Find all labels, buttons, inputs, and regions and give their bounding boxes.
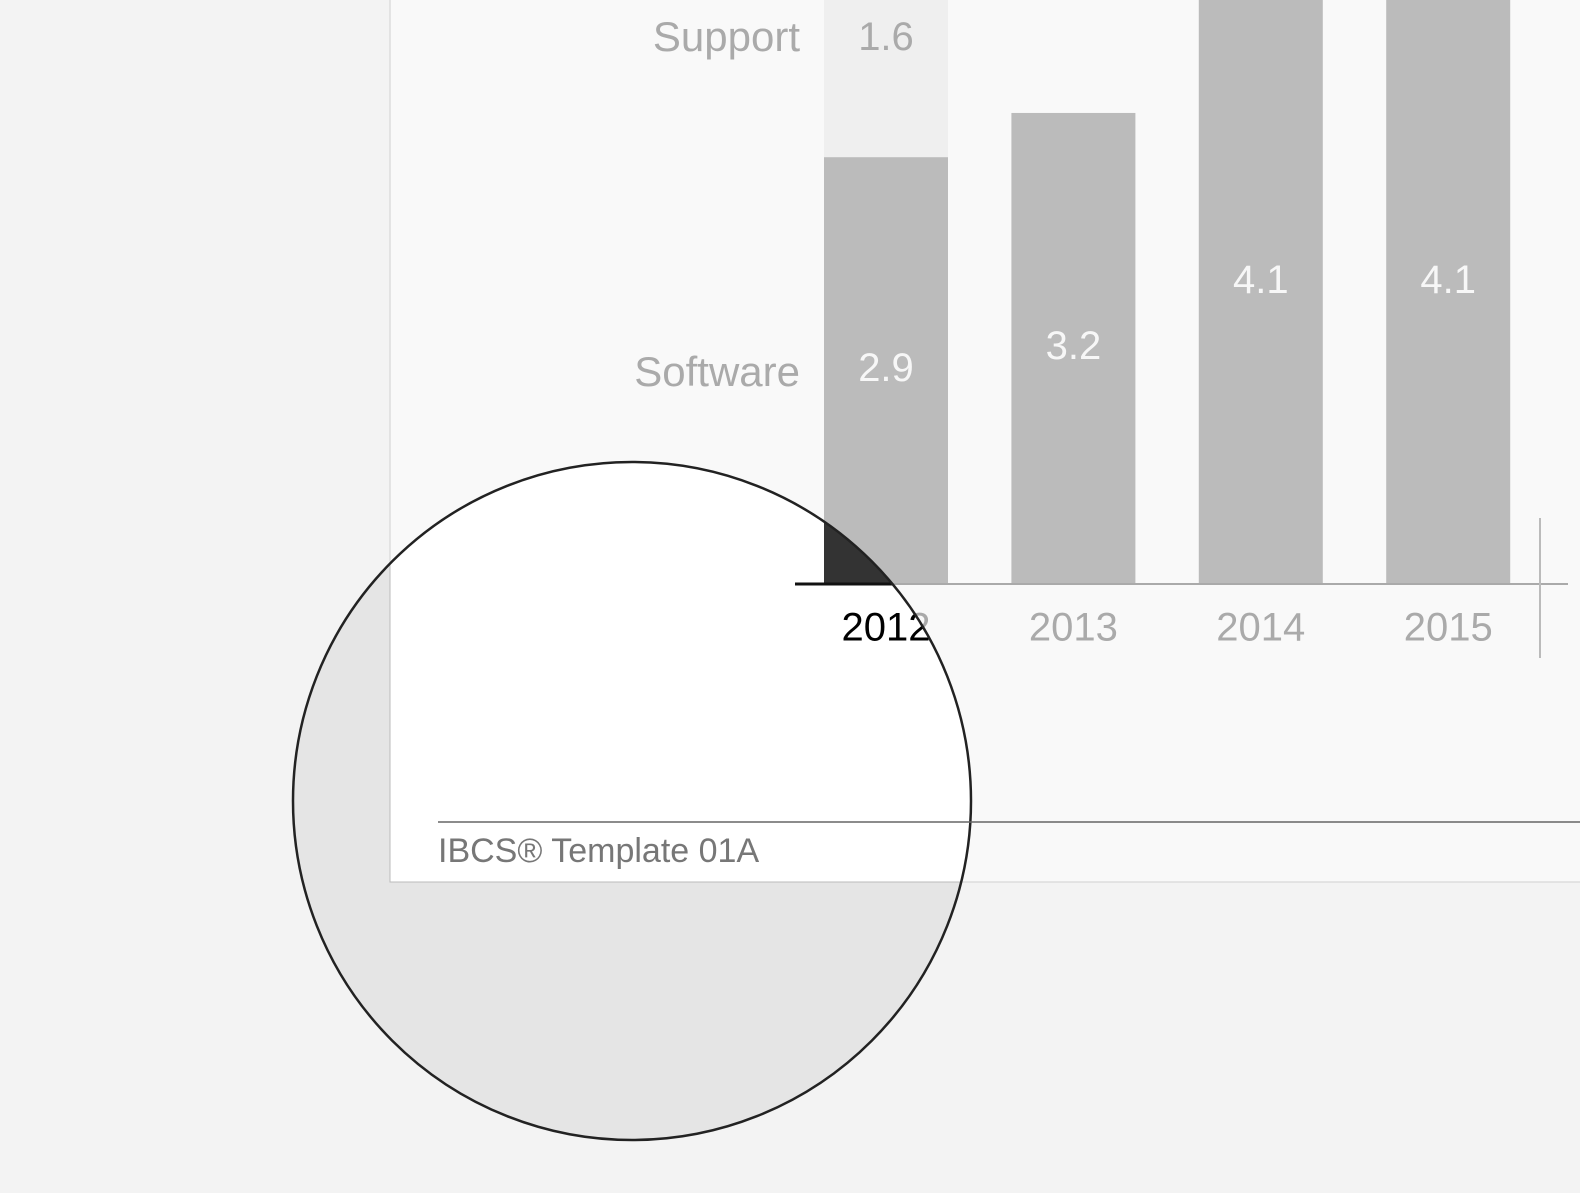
x-tick-label: 2014 xyxy=(1216,606,1305,650)
bar-segment xyxy=(1198,0,1323,585)
bar-segment xyxy=(1386,0,1511,585)
x-tick-label: 2015 xyxy=(1404,606,1493,650)
value-label: 3.2 xyxy=(1046,324,1102,368)
magnifier xyxy=(291,460,973,1142)
value-label: 1.6 xyxy=(858,15,914,59)
bar-segment xyxy=(1011,112,1136,585)
series-label: Support xyxy=(653,13,800,60)
value-label: 4.1 xyxy=(1233,258,1289,302)
value-label: 2.9 xyxy=(858,346,914,390)
bar-segment xyxy=(824,0,948,158)
x-tick-label: 2013 xyxy=(1029,606,1118,650)
footer: IBCS® Template 01A xyxy=(438,832,759,870)
series-label: Software xyxy=(634,348,800,395)
bar-segment xyxy=(824,157,948,584)
chart: 2.91.620123.220134.120144.12015SoftwareS… xyxy=(634,0,1568,650)
value-label: 4.1 xyxy=(1420,258,1476,302)
